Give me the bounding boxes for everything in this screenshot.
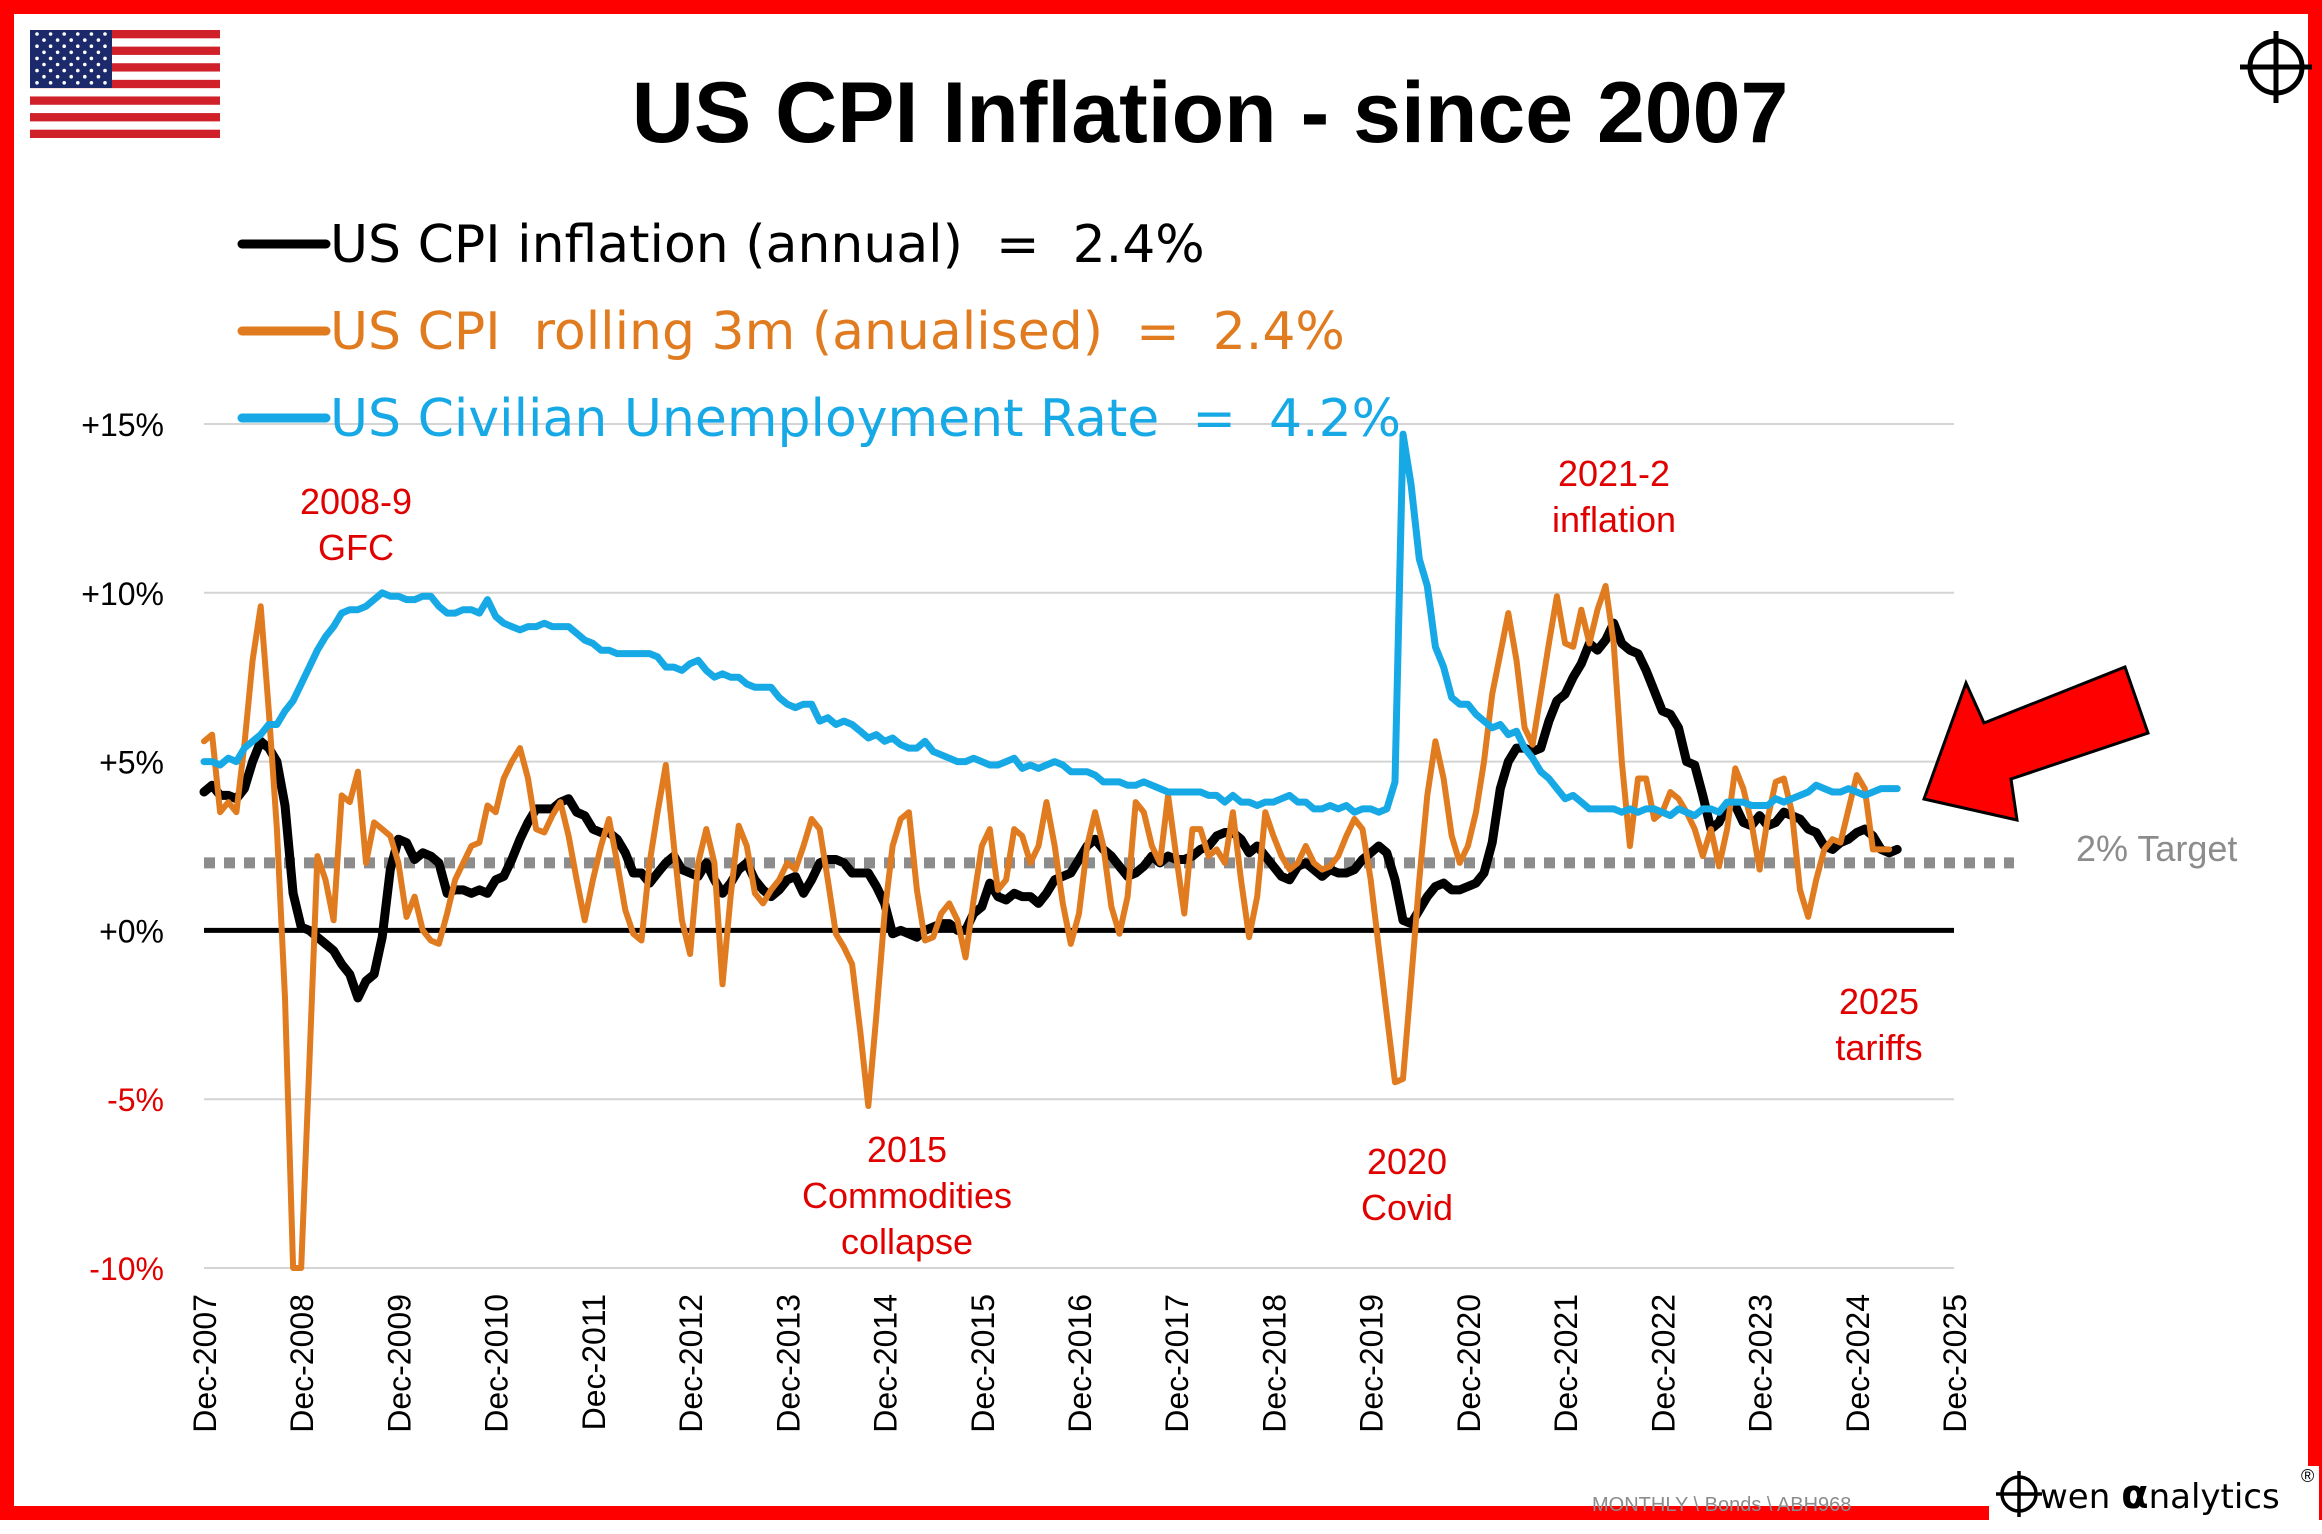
logo-crosshair-icon	[1996, 1471, 2042, 1517]
y-tick-label: +5%	[99, 745, 164, 781]
y-tick-label: -10%	[89, 1251, 164, 1287]
legend-label: US CPI rolling 3m (anualised) = 2.4%	[330, 302, 1345, 362]
x-tick-label: Dec-2014	[868, 1294, 904, 1433]
logo-reg: ®	[2301, 1466, 2314, 1486]
svg-text:wen αnalytics: wen αnalytics	[2040, 1472, 2280, 1518]
x-tick-label: Dec-2012	[673, 1294, 709, 1433]
x-tick-label: Dec-2019	[1354, 1294, 1390, 1433]
target-label: 2% Target	[2076, 828, 2237, 869]
x-tick-label: Dec-2021	[1548, 1294, 1584, 1433]
y-tick-label: +10%	[81, 576, 164, 612]
x-tick-label: Dec-2023	[1743, 1294, 1779, 1433]
annotation-commodities: 2015 Commodities collapse	[802, 1129, 1012, 1262]
x-tick-label: Dec-2017	[1159, 1294, 1195, 1433]
x-tick-label: Dec-2016	[1062, 1294, 1098, 1433]
y-tick-label: +15%	[81, 407, 164, 443]
x-tick-label: Dec-2015	[965, 1294, 1001, 1433]
logo-text: wen	[2040, 1477, 2121, 1517]
us-flag-icon	[30, 30, 220, 138]
legend-label: US Civilian Unemployment Rate = 4.2%	[330, 389, 1401, 449]
x-tick-label: Dec-2025	[1937, 1294, 1973, 1433]
annotation-tariffs: 2025 tariffs	[1835, 981, 1922, 1068]
footer-note: MONTHLY \ Bonds \ ABH968	[1592, 1494, 1851, 1516]
x-tick-label: Dec-2020	[1451, 1294, 1487, 1433]
owen-analytics-logo: wen αnalytics ®	[1989, 1466, 2319, 1522]
x-tick-label: Dec-2013	[770, 1294, 806, 1433]
annotation-covid: 2020 Covid	[1361, 1141, 1453, 1228]
x-tick-label: Dec-2009	[381, 1294, 417, 1433]
x-tick-label: Dec-2007	[187, 1294, 223, 1433]
x-tick-label: Dec-2010	[479, 1294, 515, 1433]
legend-label: US CPI inflation (annual) = 2.4%	[330, 215, 1205, 275]
y-tick-label: +0%	[99, 913, 164, 949]
series-line-1	[201, 583, 1893, 1271]
crosshair-icon	[2240, 31, 2312, 103]
red-arrow-icon	[1922, 665, 2150, 822]
series-line-0	[199, 618, 1902, 1003]
x-tick-label: Dec-2011	[576, 1294, 612, 1430]
x-tick-label: Dec-2008	[284, 1294, 320, 1433]
x-tick-label: Dec-2018	[1256, 1294, 1292, 1433]
chart-title: US CPI Inflation - since 2007	[632, 65, 1789, 161]
series-line-2	[200, 430, 1901, 820]
x-tick-label: Dec-2022	[1645, 1294, 1681, 1433]
annotation-inflation: 2021-2 inflation	[1552, 453, 1676, 540]
y-tick-label: -5%	[107, 1082, 164, 1118]
logo-text-rest: nalytics	[2149, 1477, 2280, 1517]
chart-svg: US CPI Inflation - since 2007 +15% +10% +5…	[30, 30, 2319, 1522]
x-tick-label: Dec-2024	[1840, 1294, 1876, 1433]
annotation-gfc: 2008-9 GFC	[300, 481, 412, 568]
logo-alpha: α	[2121, 1472, 2148, 1518]
